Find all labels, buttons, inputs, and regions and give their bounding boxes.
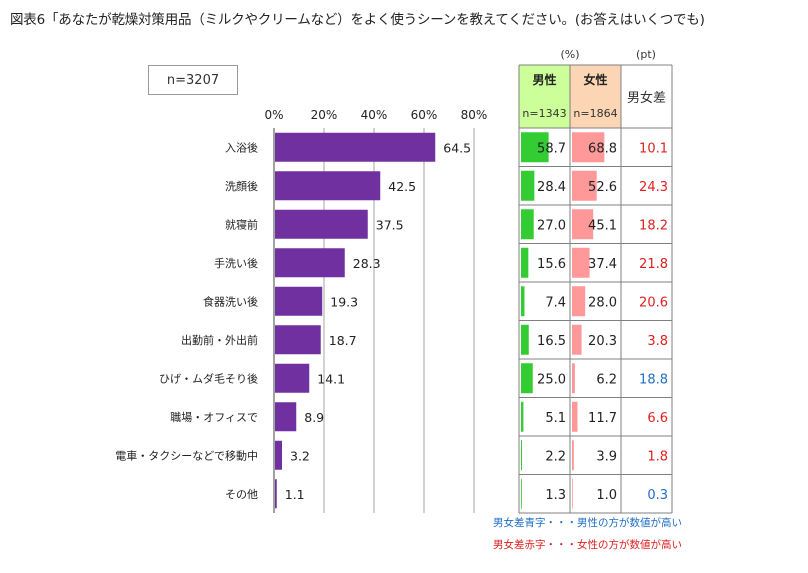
bar-value-label: 8.9 xyxy=(304,410,324,425)
diff-value: 1.8 xyxy=(647,449,668,464)
diff-value: 3.8 xyxy=(647,334,668,349)
male-bar xyxy=(521,247,529,278)
category-label: 食器洗い後 xyxy=(203,294,258,308)
female-bar xyxy=(572,209,594,240)
male-value: 28.4 xyxy=(537,180,566,195)
diff-value: 10.1 xyxy=(639,141,668,156)
female-bar xyxy=(572,401,578,432)
male-bar xyxy=(521,401,524,432)
category-label: 出勤前・外出前 xyxy=(181,333,258,347)
x-tick-label: 0% xyxy=(264,108,283,122)
female-bar xyxy=(572,247,590,278)
chart-title: 図表6「あなたが乾燥対策用品（ミルクやクリームなど）をよく使うシーンを教えてくだ… xyxy=(10,12,705,28)
female-bar xyxy=(572,170,597,201)
diff-value: 0.3 xyxy=(647,488,668,503)
male-value: 7.4 xyxy=(545,295,566,310)
bar-value-label: 18.7 xyxy=(329,333,357,348)
male-value: 25.0 xyxy=(537,372,566,387)
bar-value-label: 37.5 xyxy=(376,217,404,232)
female-value: 52.6 xyxy=(588,180,617,195)
bar xyxy=(275,209,368,239)
female-bar xyxy=(572,440,574,471)
female-value: 1.0 xyxy=(596,488,617,503)
bar xyxy=(275,325,321,355)
female-value: 37.4 xyxy=(588,257,617,272)
category-label: ひげ・ムダ毛そり後 xyxy=(159,371,258,385)
female-value: 6.2 xyxy=(596,372,617,387)
female-n: n=1864 xyxy=(573,107,617,120)
category-label: その他 xyxy=(225,488,258,501)
bar-value-label: 1.1 xyxy=(285,487,305,502)
male-bar xyxy=(521,286,525,317)
bar xyxy=(275,171,381,201)
male-value: 58.7 xyxy=(537,141,566,156)
female-value: 20.3 xyxy=(588,334,617,349)
female-value: 45.1 xyxy=(588,218,617,233)
female-value: 68.8 xyxy=(588,141,617,156)
male-n: n=1343 xyxy=(522,107,566,120)
bar xyxy=(275,248,345,278)
male-value: 16.5 xyxy=(537,334,566,349)
male-header: 男性 xyxy=(532,72,556,87)
diff-value: 18.8 xyxy=(639,372,668,387)
category-label: 入浴後 xyxy=(225,140,258,154)
male-bar xyxy=(521,478,522,509)
category-label: 手洗い後 xyxy=(214,256,258,270)
female-bar xyxy=(572,363,575,394)
diff-value: 6.6 xyxy=(647,411,668,426)
female-header-bg xyxy=(570,65,621,128)
bar xyxy=(275,132,436,162)
male-bar xyxy=(521,209,534,240)
x-tick-label: 20% xyxy=(311,108,338,122)
category-label: 職場・オフィスで xyxy=(170,411,258,424)
bar xyxy=(275,286,323,316)
bar-value-label: 42.5 xyxy=(388,179,416,194)
female-header: 女性 xyxy=(583,72,607,87)
category-label: 就寝前 xyxy=(225,217,258,231)
male-value: 5.1 xyxy=(545,411,566,426)
bar-value-label: 3.2 xyxy=(290,448,310,463)
x-tick-label: 40% xyxy=(361,108,388,122)
male-bar xyxy=(521,170,535,201)
female-bar xyxy=(572,132,605,163)
x-tick-label: 60% xyxy=(411,108,438,122)
female-bar xyxy=(572,286,586,317)
female-value: 11.7 xyxy=(588,411,617,426)
male-bar xyxy=(521,132,549,163)
bar-value-label: 19.3 xyxy=(330,294,358,309)
diff-value: 21.8 xyxy=(639,257,668,272)
bar-value-label: 64.5 xyxy=(443,140,471,155)
female-value: 28.0 xyxy=(588,295,617,310)
category-label: 電車・タクシーなどで移動中 xyxy=(115,448,258,462)
bar xyxy=(275,479,277,509)
unit-points: (pt) xyxy=(636,48,656,61)
bar xyxy=(275,440,282,470)
category-label: 洗顔後 xyxy=(225,179,258,193)
diff-value: 20.6 xyxy=(639,295,668,310)
bar xyxy=(275,402,297,432)
male-value: 27.0 xyxy=(537,218,566,233)
diff-header: 男女差 xyxy=(627,90,666,106)
note-red: 男女差赤字・・・女性の方が数値が高い xyxy=(493,539,682,551)
diff-value: 18.2 xyxy=(639,218,668,233)
bar xyxy=(275,363,310,393)
unit-percent: (%) xyxy=(560,48,579,61)
male-value: 15.6 xyxy=(537,257,566,272)
x-tick-label: 80% xyxy=(461,108,488,122)
female-value: 3.9 xyxy=(596,449,617,464)
note-blue: 男女差青字・・・男性の方が数値が高い xyxy=(493,517,682,529)
bar-value-label: 28.3 xyxy=(353,256,381,271)
bar-value-label: 14.1 xyxy=(317,371,345,386)
male-bar xyxy=(521,440,523,471)
female-bar xyxy=(572,324,582,355)
female-bar xyxy=(572,478,573,509)
male-value: 2.2 xyxy=(545,449,566,464)
male-bar xyxy=(521,363,533,394)
diff-value: 24.3 xyxy=(639,180,668,195)
male-header-bg xyxy=(519,65,570,128)
male-bar xyxy=(521,324,529,355)
male-value: 1.3 xyxy=(545,488,566,503)
sample-size-box: n=3207 xyxy=(148,65,238,95)
